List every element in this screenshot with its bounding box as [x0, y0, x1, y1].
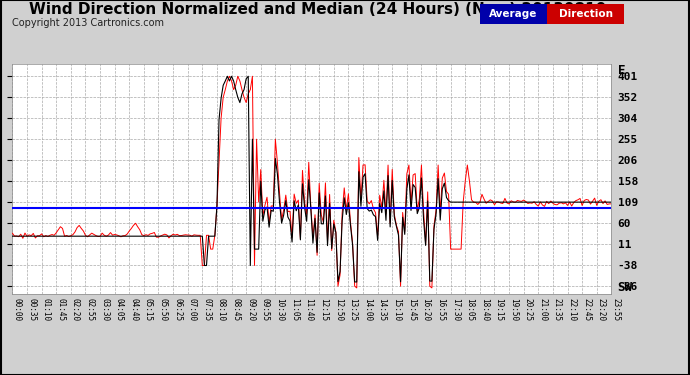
- Text: SW: SW: [618, 281, 633, 294]
- Text: 12:15: 12:15: [319, 298, 328, 321]
- Text: 16:20: 16:20: [422, 298, 431, 321]
- Text: Copyright 2013 Cartronics.com: Copyright 2013 Cartronics.com: [12, 18, 164, 28]
- Text: 15:10: 15:10: [392, 298, 401, 321]
- Text: 14:35: 14:35: [377, 298, 386, 321]
- Text: 22:10: 22:10: [567, 298, 577, 321]
- Text: 04:05: 04:05: [115, 298, 124, 321]
- Text: Wind Direction Normalized and Median (24 Hours) (New) 20130810: Wind Direction Normalized and Median (24…: [29, 2, 606, 17]
- Text: 07:00: 07:00: [188, 298, 197, 321]
- Text: 11:05: 11:05: [290, 298, 299, 321]
- Text: 08:10: 08:10: [217, 298, 226, 321]
- Text: 04:40: 04:40: [129, 298, 138, 321]
- Text: Average: Average: [489, 9, 538, 19]
- Text: 13:25: 13:25: [348, 298, 357, 321]
- Text: 01:45: 01:45: [57, 298, 66, 321]
- Text: 16:55: 16:55: [436, 298, 445, 321]
- Text: 07:35: 07:35: [202, 298, 211, 321]
- Text: E: E: [618, 64, 625, 78]
- Text: 02:20: 02:20: [71, 298, 80, 321]
- Text: 08:45: 08:45: [232, 298, 241, 321]
- Text: 05:50: 05:50: [159, 298, 168, 321]
- Text: 21:35: 21:35: [553, 298, 562, 321]
- Text: 19:15: 19:15: [495, 298, 504, 321]
- Text: 22:45: 22:45: [582, 298, 591, 321]
- Text: 19:50: 19:50: [509, 298, 518, 321]
- Text: 09:20: 09:20: [246, 298, 255, 321]
- Text: 12:50: 12:50: [334, 298, 343, 321]
- Text: 21:00: 21:00: [538, 298, 547, 321]
- Text: 06:25: 06:25: [173, 298, 182, 321]
- Text: 03:30: 03:30: [100, 298, 109, 321]
- Text: 20:25: 20:25: [524, 298, 533, 321]
- Text: 14:00: 14:00: [363, 298, 372, 321]
- Text: 10:30: 10:30: [275, 298, 284, 321]
- Text: 18:05: 18:05: [465, 298, 474, 321]
- Text: Direction: Direction: [559, 9, 613, 19]
- Text: 02:55: 02:55: [86, 298, 95, 321]
- Text: 23:55: 23:55: [611, 298, 620, 321]
- Text: 11:40: 11:40: [304, 298, 313, 321]
- Text: 15:45: 15:45: [407, 298, 416, 321]
- Text: 01:10: 01:10: [41, 298, 50, 321]
- Text: 05:15: 05:15: [144, 298, 153, 321]
- Text: 09:55: 09:55: [261, 298, 270, 321]
- Text: 00:35: 00:35: [27, 298, 36, 321]
- Text: 23:20: 23:20: [597, 298, 606, 321]
- Text: 18:40: 18:40: [480, 298, 489, 321]
- Text: 17:30: 17:30: [451, 298, 460, 321]
- Text: 00:00: 00:00: [12, 298, 21, 321]
